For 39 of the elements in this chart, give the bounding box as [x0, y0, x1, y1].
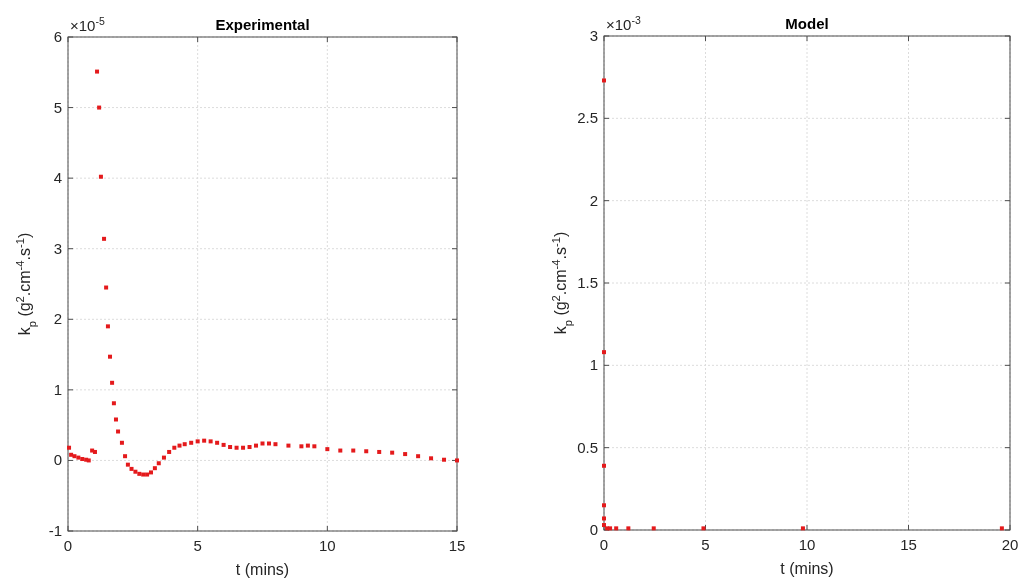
- point: [999, 526, 1004, 531]
- point: [701, 526, 706, 531]
- point: [602, 350, 606, 355]
- x-axis-title: t (mins): [780, 560, 834, 577]
- point: [800, 526, 805, 531]
- y-tick-label: -1: [48, 522, 62, 539]
- chart-title: Experimental: [215, 16, 310, 33]
- y-tick-label: 2: [53, 310, 62, 328]
- text: ×10$^{-5}$: [70, 15, 105, 34]
- x-tick-label: 15: [900, 536, 917, 553]
- point: [602, 78, 606, 83]
- chart-title: Model: [785, 15, 829, 32]
- point: [651, 526, 656, 531]
- x-tick-label: 10: [318, 537, 336, 554]
- y-tick-label: 0: [589, 521, 598, 538]
- y-tick-label: 3: [53, 239, 62, 257]
- y-tick-label: 1: [589, 356, 598, 374]
- y-tick-label: 2: [589, 191, 598, 209]
- y-tick-label: 4: [53, 169, 62, 187]
- y-tick-label: 3: [589, 27, 598, 44]
- y-tick-label: 0: [53, 451, 62, 469]
- y-tick-label: 6: [53, 28, 62, 45]
- x-tick-label: 15: [448, 537, 466, 554]
- y-tick-label: 2.5: [577, 109, 598, 127]
- x-axis-title: t (mins): [235, 561, 290, 578]
- y-tick-label: 0.5: [577, 438, 598, 456]
- point: [602, 503, 606, 508]
- y-tick-label: 5: [53, 98, 62, 116]
- y-tick-label: 1.5: [577, 274, 598, 291]
- point: [614, 526, 619, 531]
- point: [626, 526, 631, 531]
- x-tick-label: 5: [701, 536, 710, 553]
- y-tick-label: 1: [53, 380, 62, 398]
- text: ×10$^{-3}$: [606, 14, 641, 33]
- x-tick-label: 10: [798, 536, 816, 553]
- x-tick-label: 20: [1001, 536, 1019, 553]
- point: [602, 516, 606, 521]
- point: [602, 463, 606, 468]
- x-tick-label: 5: [193, 537, 202, 554]
